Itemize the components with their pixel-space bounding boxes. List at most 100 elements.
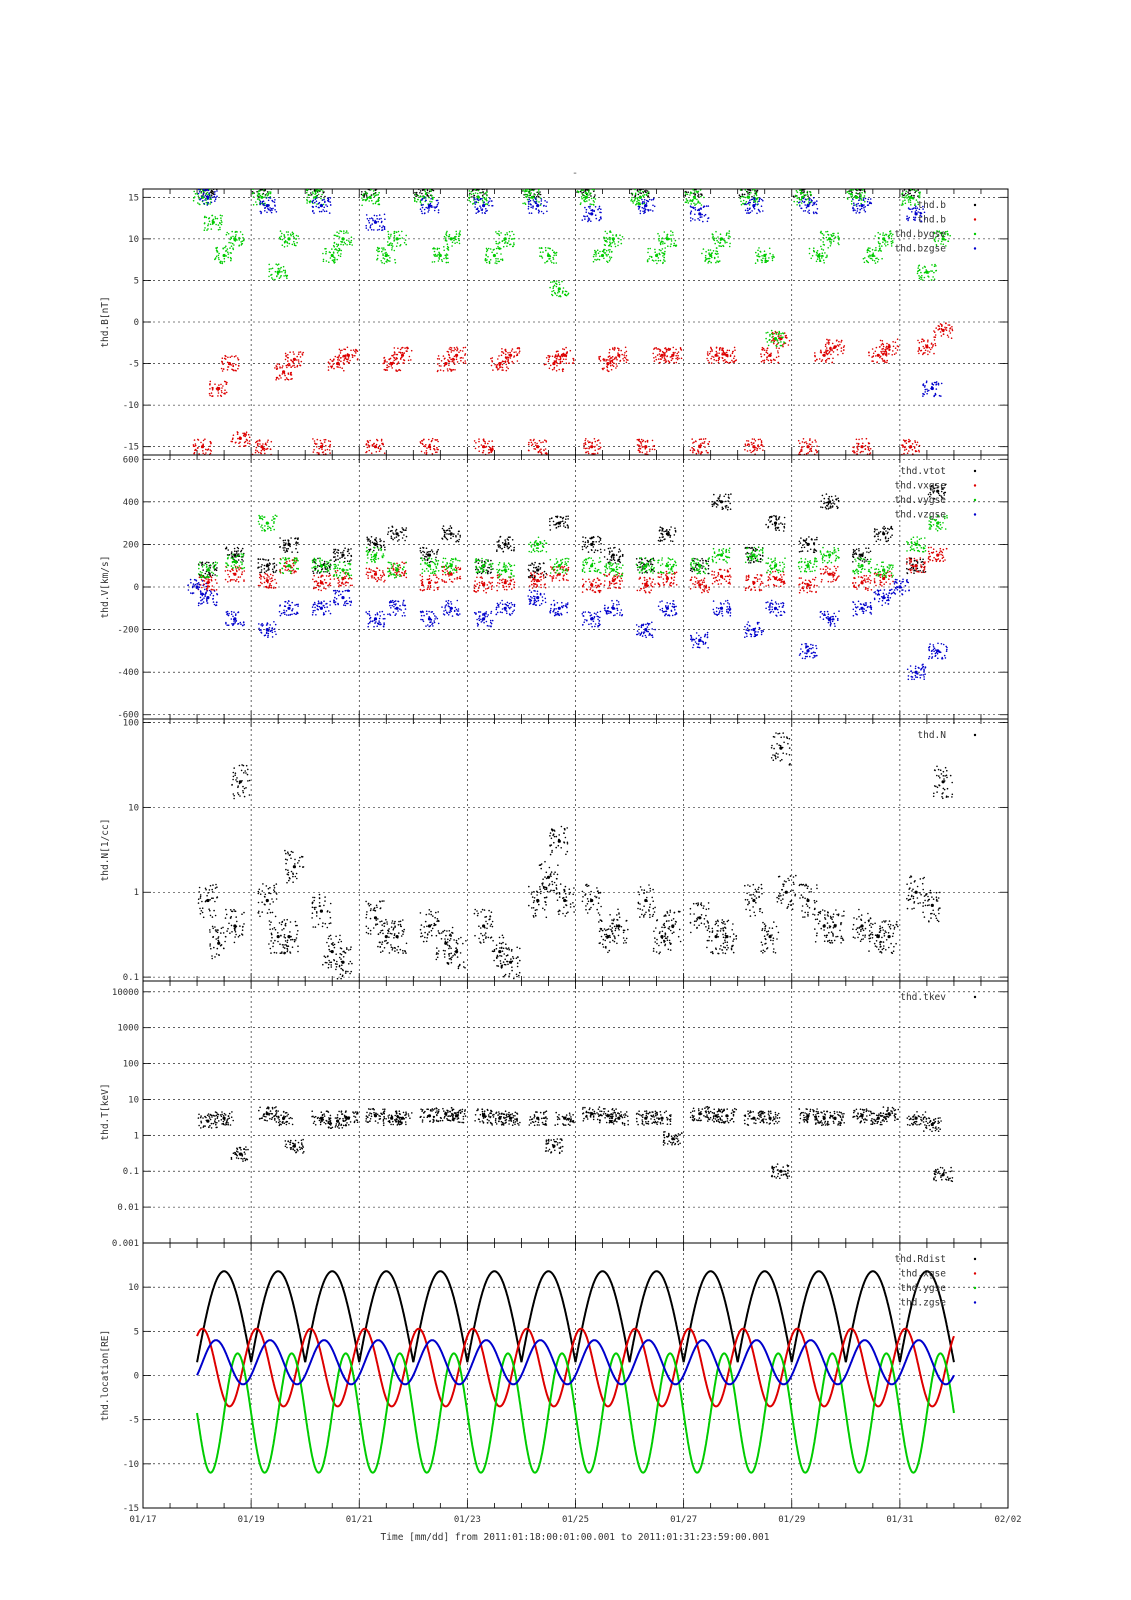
data-point xyxy=(832,232,834,235)
data-point xyxy=(207,223,210,225)
data-point xyxy=(827,247,829,249)
data-point xyxy=(905,190,908,193)
data-point xyxy=(894,341,897,344)
data-point xyxy=(209,445,211,448)
data-point xyxy=(256,198,259,200)
data-point xyxy=(270,207,273,210)
data-point xyxy=(581,192,583,194)
data-point xyxy=(256,190,258,193)
data-point xyxy=(913,195,915,197)
data-point xyxy=(664,250,666,253)
data-point xyxy=(657,259,660,262)
data-point xyxy=(214,217,217,220)
data-point xyxy=(458,233,460,235)
data-point xyxy=(641,202,644,205)
data-point xyxy=(209,194,211,196)
data-point xyxy=(833,347,836,350)
data-point xyxy=(603,257,605,260)
data-point xyxy=(524,190,526,192)
data-point xyxy=(326,448,329,451)
data-point xyxy=(281,232,283,235)
data-point xyxy=(257,451,260,454)
data-point xyxy=(616,358,618,361)
data-point xyxy=(347,355,350,358)
data-point xyxy=(239,441,241,444)
data-point xyxy=(501,258,504,261)
data-point xyxy=(610,368,613,371)
data-point xyxy=(539,180,541,182)
data-point xyxy=(314,442,316,445)
data-point xyxy=(525,187,527,189)
data-point xyxy=(431,201,433,203)
data-point xyxy=(342,355,344,358)
data-point xyxy=(699,202,701,204)
data-point xyxy=(908,189,910,191)
data-point xyxy=(393,353,395,356)
data-point xyxy=(200,197,202,200)
data-point xyxy=(643,207,645,210)
data-point xyxy=(771,259,774,262)
data-point xyxy=(904,440,906,443)
data-point xyxy=(649,448,651,451)
data-point xyxy=(383,227,386,229)
data-point xyxy=(386,366,389,369)
data-point xyxy=(365,451,367,454)
data-point xyxy=(325,204,327,206)
data-point xyxy=(286,366,288,369)
data-point xyxy=(279,276,282,278)
data-point xyxy=(437,202,440,204)
data-point xyxy=(397,230,400,233)
data-point xyxy=(924,352,926,354)
data-point xyxy=(729,236,731,238)
data-point xyxy=(220,217,222,219)
data-point xyxy=(706,351,709,353)
data-point xyxy=(211,183,213,185)
data-point xyxy=(814,352,816,354)
data-point xyxy=(750,192,752,194)
data-point xyxy=(474,206,476,208)
data-point xyxy=(377,447,380,450)
data-point xyxy=(498,230,500,233)
data-point xyxy=(906,184,908,186)
data-point xyxy=(847,183,849,185)
data-point xyxy=(321,193,323,196)
data-point xyxy=(380,217,382,220)
data-point xyxy=(476,192,479,195)
data-point xyxy=(908,182,910,184)
data-point xyxy=(542,212,545,215)
data-point xyxy=(864,187,866,189)
data-point xyxy=(348,362,351,364)
data-point xyxy=(794,183,796,185)
data-point xyxy=(212,388,214,390)
data-point xyxy=(377,220,380,223)
data-point xyxy=(631,192,634,195)
data-point xyxy=(237,431,239,434)
data-point xyxy=(753,201,755,204)
data-point xyxy=(448,360,451,363)
data-point xyxy=(227,366,229,368)
data-point xyxy=(279,268,281,270)
data-point xyxy=(749,189,752,192)
data-point xyxy=(483,203,485,206)
data-point xyxy=(224,381,227,383)
data-point xyxy=(901,202,904,204)
data-point xyxy=(222,368,225,370)
data-point xyxy=(279,230,282,232)
data-point xyxy=(634,193,637,196)
data-point xyxy=(663,357,666,359)
data-point xyxy=(299,364,301,367)
data-point xyxy=(277,268,280,270)
data-point xyxy=(437,369,439,372)
data-point xyxy=(198,189,200,191)
data-point xyxy=(291,365,294,367)
data-point xyxy=(832,234,835,237)
data-point xyxy=(644,211,646,214)
data-point xyxy=(901,196,904,198)
data-point xyxy=(822,249,825,251)
data-point xyxy=(501,240,504,243)
data-point xyxy=(375,443,378,446)
data-point xyxy=(245,433,247,435)
data-point xyxy=(248,440,251,442)
data-point xyxy=(208,183,210,185)
data-point xyxy=(794,182,796,184)
